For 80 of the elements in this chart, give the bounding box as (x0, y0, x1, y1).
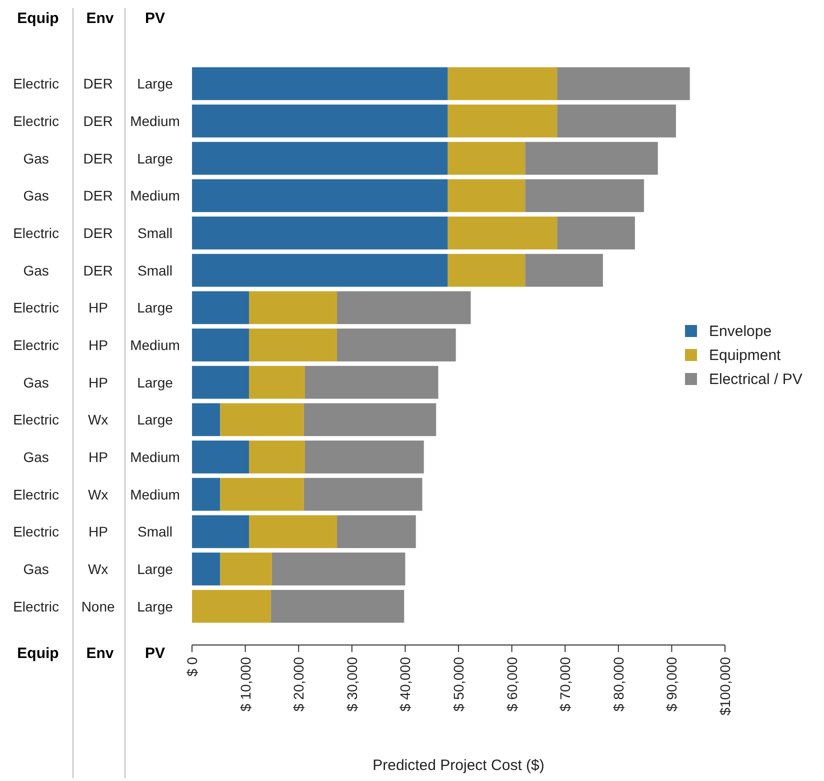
bar (448, 254, 526, 287)
bar (192, 440, 250, 474)
x-tick-label: $ 20,000 (290, 656, 307, 712)
bar (192, 328, 250, 362)
bar (192, 216, 448, 250)
x-tick-label: $ 70,000 (557, 656, 574, 712)
bar (557, 216, 635, 250)
category-label: Electric DER Large (13, 76, 173, 92)
text: Env (86, 10, 114, 27)
category-label: Electric Wx Large (13, 412, 173, 428)
bar (249, 291, 337, 324)
x-tick-label: $ 10,000 (237, 656, 254, 712)
bar (220, 403, 304, 436)
bar (557, 67, 690, 100)
bar (192, 478, 220, 511)
bar (272, 552, 406, 586)
x-axis-title: Predicted Project Cost ($) (372, 757, 544, 774)
category-label: Gas HP Large (23, 374, 173, 390)
x-tick-label: $ 60,000 (504, 656, 520, 712)
category-label: Electric Wx Medium (13, 486, 180, 502)
bar (270, 590, 404, 623)
bar (192, 291, 250, 324)
bar (192, 104, 448, 138)
bar (448, 142, 526, 175)
bar (192, 590, 271, 623)
text: Equip (17, 645, 59, 662)
category-label: Electric DER Medium (13, 113, 180, 129)
category-label: Gas DER Large (23, 150, 173, 166)
x-tick-label: $100,000 (717, 656, 733, 716)
category-label: Electric HP Small (13, 524, 173, 540)
bar (304, 403, 436, 436)
bar (336, 291, 471, 324)
bar (304, 366, 438, 399)
legend-label: Electrical / PV (709, 371, 802, 388)
bar (249, 366, 305, 399)
bar (448, 216, 558, 250)
category-label: Gas DER Small (23, 262, 173, 278)
bar (525, 254, 603, 287)
x-tick-label: $ 30,000 (344, 656, 360, 712)
category-label: Electric None Large (13, 598, 173, 614)
category-label: Electric DER Small (13, 225, 173, 241)
bar (304, 440, 424, 474)
text: PV (144, 10, 166, 27)
category-label: Electric HP Medium (13, 337, 180, 353)
text: Env (86, 645, 114, 662)
bar (525, 142, 658, 175)
legend-label: Equipment (709, 347, 782, 364)
bar (336, 328, 456, 362)
x-tick-label: $ 80,000 (610, 656, 626, 712)
bar (192, 403, 220, 436)
bar (192, 67, 448, 100)
bar (304, 478, 422, 511)
bar (557, 104, 676, 138)
bar (249, 328, 337, 362)
bar (249, 440, 305, 474)
category-label: Electric HP Large (13, 300, 173, 316)
bar (448, 67, 558, 100)
bar (192, 142, 448, 175)
bar (220, 478, 304, 511)
bar (220, 552, 272, 586)
bar (192, 254, 448, 287)
bar (192, 179, 448, 212)
category-label: Gas DER Medium (23, 188, 180, 204)
x-tick-label: $ 0 (184, 656, 200, 676)
text: Equip (17, 10, 59, 27)
bar (525, 179, 644, 212)
category-label: Gas HP Medium (23, 449, 180, 465)
bar (448, 179, 526, 212)
category-label: Gas Wx Large (23, 561, 173, 577)
bar (448, 104, 558, 138)
bar (192, 366, 250, 399)
x-tick-label: $ 90,000 (664, 656, 680, 712)
text: PV (144, 645, 166, 662)
bar (192, 515, 250, 548)
x-tick-label: $ 40,000 (397, 656, 414, 712)
bar (336, 515, 416, 548)
legend-label: Envelope (709, 323, 772, 340)
x-tick-label: $ 50,000 (450, 656, 466, 712)
bar (192, 552, 220, 586)
bar (249, 515, 337, 548)
